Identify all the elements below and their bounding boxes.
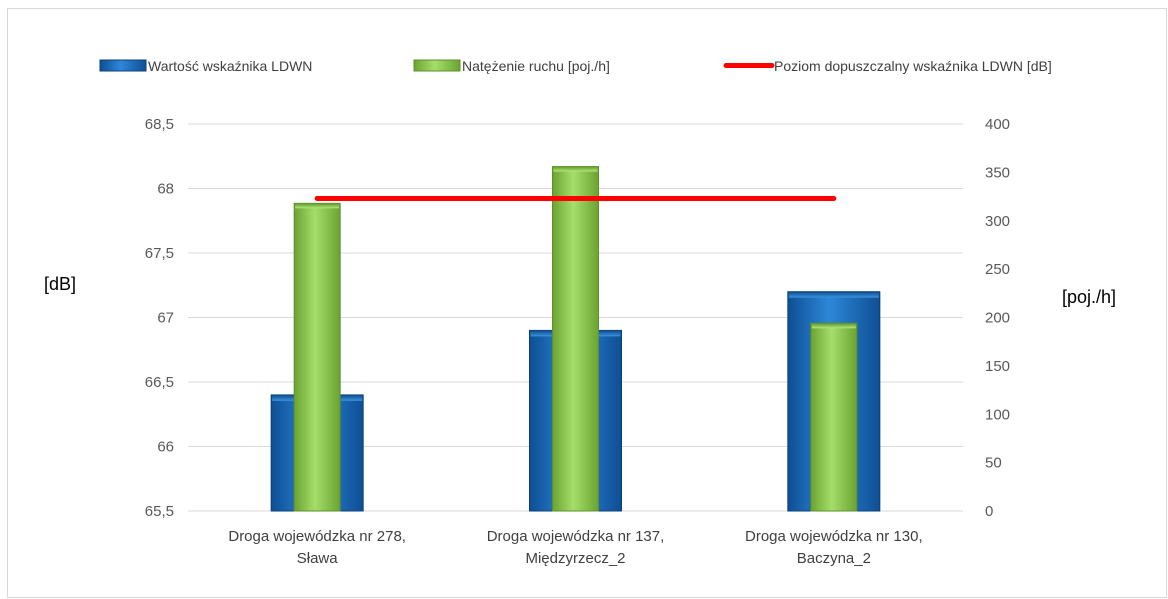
right-axis-ticks: 0 50 100 150 200 250 300 350 400 [985,116,1010,520]
legend-label: Wartość wskaźnika LDWN [148,58,312,74]
right-tick-label: 250 [985,261,1010,278]
left-tick-label: 67,5 [145,245,174,262]
category-label: Droga wojewódzka nr 130, [745,528,923,545]
bar-ldwn-cap [788,291,879,298]
right-tick-label: 200 [985,310,1010,327]
bar-traffic-cap [295,203,340,209]
right-tick-label: 0 [985,503,993,520]
bar-traffic-cap [553,166,598,172]
legend-label: Poziom dopuszczalny wskaźnika LDWN [dB] [774,58,1052,74]
right-tick-label: 100 [985,406,1010,423]
right-tick-label: 400 [985,116,1010,133]
category-label: Baczyna_2 [797,550,871,567]
right-tick-label: 50 [985,455,1002,472]
bar-traffic [293,202,341,512]
left-tick-label: 67 [157,310,174,327]
bar-traffic-cap [811,323,856,329]
category-label: Sława [297,550,339,567]
category-label: Droga wojewódzka nr 137, [487,528,665,545]
left-tick-label: 68,5 [145,116,174,133]
bar-traffic [552,166,599,512]
left-tick-label: 66 [157,439,174,456]
category-label: Droga wojewódzka nr 278, [228,528,406,545]
right-tick-label: 350 [985,164,1010,181]
category-label: Międzyrzecz_2 [525,550,625,567]
left-tick-label: 68 [157,181,174,198]
legend: Wartość wskaźnika LDWN Natężenie ruchu [p… [99,58,1052,74]
bar-traffic [810,322,858,512]
y-axis-title: [dB] [44,274,76,294]
right-tick-label: 300 [985,213,1010,230]
legend-swatch [413,59,461,72]
left-tick-label: 66,5 [145,374,174,391]
y2-axis-title: [poj./h] [1062,287,1116,307]
right-tick-label: 150 [985,358,1010,375]
category-labels: Droga wojewódzka nr 278, Sława Droga wojew… [228,528,922,567]
legend-swatch [99,59,147,72]
bars-traffic [293,166,858,512]
left-tick-label: 65,5 [145,503,174,520]
left-axis-ticks: 65,5 66 66,5 67 67,5 68 68,5 [145,116,174,520]
legend-label: Natężenie ruchu [poj./h] [462,58,610,74]
